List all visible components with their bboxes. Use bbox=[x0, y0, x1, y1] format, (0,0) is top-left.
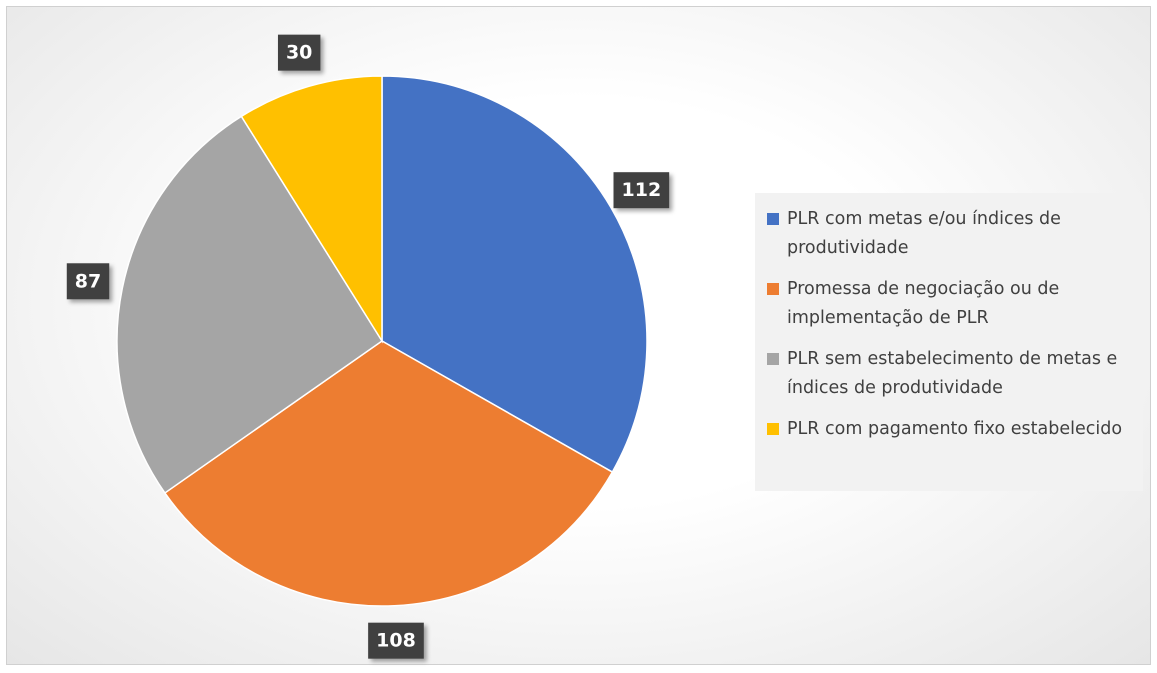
data-label-text: 87 bbox=[75, 270, 101, 292]
data-label-box bbox=[613, 172, 670, 209]
data-label-box bbox=[277, 34, 321, 71]
data-label-box bbox=[66, 263, 110, 300]
data-label-text: 108 bbox=[376, 630, 416, 652]
data-label-text: 30 bbox=[286, 42, 312, 64]
data-label: 108 bbox=[368, 622, 424, 659]
data-label: 112 bbox=[613, 172, 670, 209]
legend-entry: Promessa de negociação ou de implementaç… bbox=[767, 275, 1135, 333]
legend: PLR com metas e/ou índices de produtivid… bbox=[755, 193, 1143, 491]
pie-slice bbox=[163, 340, 614, 607]
data-label: 30 bbox=[277, 34, 321, 71]
legend-swatch bbox=[767, 353, 779, 365]
legend-swatch bbox=[767, 283, 779, 295]
legend-entry: PLR com pagamento fixo estabelecido bbox=[767, 415, 1135, 444]
legend-label: PLR com metas e/ou índices de produtivid… bbox=[787, 209, 1061, 258]
pie-slice bbox=[381, 75, 648, 474]
pie-slice bbox=[116, 115, 384, 494]
legend-swatch bbox=[767, 423, 779, 435]
legend-label: PLR sem estabelecimento de metas e índic… bbox=[787, 349, 1118, 398]
pie-slice bbox=[240, 75, 383, 344]
data-label-text: 112 bbox=[622, 179, 662, 201]
legend-label: Promessa de negociação ou de implementaç… bbox=[787, 279, 1060, 328]
legend-entry: PLR sem estabelecimento de metas e índic… bbox=[767, 345, 1135, 403]
data-label: 87 bbox=[66, 263, 110, 300]
data-label-box bbox=[368, 622, 424, 659]
legend-swatch bbox=[767, 213, 779, 225]
legend-label: PLR com pagamento fixo estabelecido bbox=[787, 419, 1123, 439]
legend-entry: PLR com metas e/ou índices de produtivid… bbox=[767, 205, 1135, 263]
